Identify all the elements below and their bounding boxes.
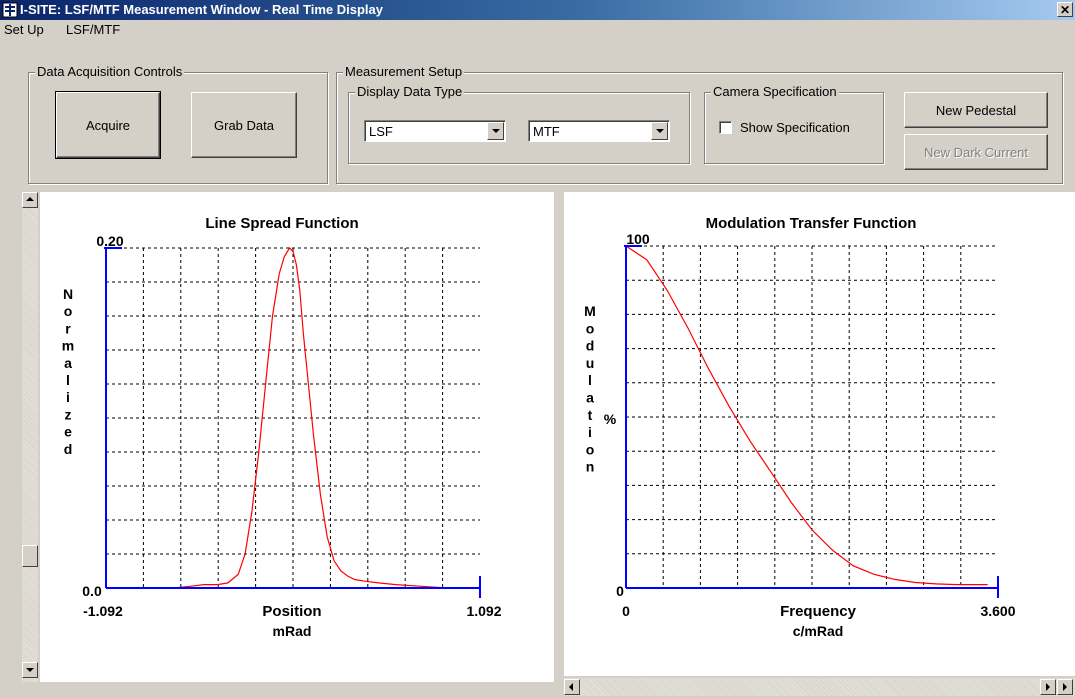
lsf-ylabel-char: o bbox=[64, 303, 73, 319]
menu-bar: Set Up LSF/MTF bbox=[0, 20, 1075, 40]
mtf-ylabel-char: u bbox=[586, 355, 595, 371]
new-pedestal-label: New Pedestal bbox=[935, 102, 1017, 118]
mtf-chart: Modulation Transfer Function 100 0 0 3.6… bbox=[584, 215, 1016, 639]
menu-lsf-mtf[interactable]: LSF/MTF bbox=[66, 22, 121, 37]
mtf-y-axis-label: Modulation bbox=[584, 303, 596, 475]
grab-data-label: Grab Data bbox=[214, 117, 274, 133]
display-type-left-value: LSF bbox=[369, 124, 393, 139]
mtf-ylabel-char: M bbox=[584, 303, 596, 319]
lsf-x-unit: mRad bbox=[273, 623, 312, 639]
mtf-x-right-label: 3.600 bbox=[980, 603, 1015, 619]
camera-spec-legend: Camera Specification bbox=[711, 84, 839, 99]
show-specification-checkbox[interactable] bbox=[719, 121, 732, 134]
mtf-x-axis-label: Frequency bbox=[780, 603, 857, 620]
scroll-down-icon[interactable] bbox=[22, 662, 38, 678]
mtf-ylabel-char: t bbox=[588, 407, 593, 423]
horizontal-scrollbar[interactable] bbox=[564, 678, 1075, 696]
scroll-right-step-icon[interactable] bbox=[1040, 679, 1056, 695]
vertical-scrollbar[interactable] bbox=[22, 192, 38, 682]
lsf-ylabel-char: i bbox=[66, 389, 70, 405]
display-type-right-value: MTF bbox=[533, 124, 560, 139]
mtf-y-unit: % bbox=[604, 411, 617, 427]
new-dark-current-button: New Dark Current bbox=[904, 134, 1048, 170]
lsf-x-left-label: -1.092 bbox=[83, 603, 123, 619]
lsf-ylabel-char: N bbox=[63, 286, 73, 302]
acquire-button[interactable]: Acquire bbox=[55, 91, 161, 159]
scroll-up-icon[interactable] bbox=[22, 192, 38, 208]
grab-data-button[interactable]: Grab Data bbox=[191, 92, 297, 158]
mtf-x-unit: c/mRad bbox=[793, 623, 844, 639]
mtf-ylabel-char: n bbox=[586, 459, 595, 475]
lsf-series-line bbox=[106, 247, 480, 589]
display-data-type-legend: Display Data Type bbox=[355, 84, 465, 99]
mtf-plot-panel: Modulation Transfer Function 100 0 0 3.6… bbox=[564, 192, 1075, 676]
new-dark-current-label: New Dark Current bbox=[923, 144, 1029, 160]
data-acquisition-legend: Data Acquisition Controls bbox=[35, 64, 185, 79]
scroll-left-icon[interactable] bbox=[564, 679, 580, 695]
camera-spec-group: Camera Specification bbox=[704, 84, 884, 164]
mtf-x-left-label: 0 bbox=[622, 603, 630, 619]
title-bar[interactable]: I-SITE: LSF/MTF Measurement Window - Rea… bbox=[0, 0, 1075, 20]
mtf-y-top-label: 100 bbox=[626, 231, 650, 247]
vertical-scroll-thumb[interactable] bbox=[22, 545, 38, 567]
lsf-ylabel-char: l bbox=[66, 372, 70, 388]
panel-divider bbox=[554, 192, 564, 682]
mtf-y-bottom-label: 0 bbox=[616, 583, 624, 599]
lsf-y-bottom-label: 0.0 bbox=[82, 583, 102, 599]
mtf-series-line bbox=[625, 245, 988, 586]
display-data-type-group: Display Data Type bbox=[348, 84, 690, 164]
mtf-title: Modulation Transfer Function bbox=[706, 215, 917, 232]
chevron-down-icon[interactable] bbox=[487, 122, 504, 140]
mtf-ylabel-char: a bbox=[586, 390, 594, 406]
measurement-setup-legend: Measurement Setup bbox=[343, 64, 465, 79]
lsf-ylabel-char: m bbox=[62, 338, 74, 354]
mtf-ylabel-char: o bbox=[586, 320, 595, 336]
lsf-plot-panel: Line Spread Function 0.20 0.0 -1.092 1.0… bbox=[40, 192, 554, 682]
lsf-x-right-label: 1.092 bbox=[466, 603, 501, 619]
lsf-chart: Line Spread Function 0.20 0.0 -1.092 1.0… bbox=[62, 215, 502, 639]
lsf-ylabel-char: z bbox=[65, 406, 72, 422]
menu-setup[interactable]: Set Up bbox=[4, 22, 44, 37]
display-type-left-select[interactable]: LSF bbox=[364, 120, 506, 142]
mtf-ylabel-char: d bbox=[586, 338, 595, 354]
mtf-ylabel-char: l bbox=[588, 372, 592, 388]
data-acquisition-group: Data Acquisition Controls bbox=[28, 64, 328, 184]
mtf-ylabel-char: o bbox=[586, 441, 595, 457]
lsf-ylabel-char: e bbox=[64, 424, 72, 440]
lsf-x-axis-label: Position bbox=[262, 603, 321, 620]
close-icon: ✕ bbox=[1059, 3, 1071, 17]
acquire-label: Acquire bbox=[85, 117, 131, 133]
display-type-right-select[interactable]: MTF bbox=[528, 120, 670, 142]
measurement-setup-group: Measurement Setup bbox=[336, 64, 1063, 184]
new-pedestal-button[interactable]: New Pedestal bbox=[904, 92, 1048, 128]
chevron-down-icon[interactable] bbox=[651, 122, 668, 140]
lsf-ylabel-char: d bbox=[64, 441, 73, 457]
lsf-y-top-label: 0.20 bbox=[96, 233, 123, 249]
mtf-ylabel-char: i bbox=[588, 424, 592, 440]
show-specification-label[interactable]: Show Specification bbox=[740, 120, 850, 135]
lsf-title: Line Spread Function bbox=[205, 215, 358, 232]
lsf-ylabel-char: a bbox=[64, 355, 72, 371]
scroll-right-icon[interactable] bbox=[1057, 679, 1073, 695]
lsf-ylabel-char: r bbox=[65, 320, 71, 336]
window-title: I-SITE: LSF/MTF Measurement Window - Rea… bbox=[20, 2, 383, 17]
close-button[interactable]: ✕ bbox=[1057, 2, 1073, 17]
app-icon bbox=[2, 2, 18, 18]
